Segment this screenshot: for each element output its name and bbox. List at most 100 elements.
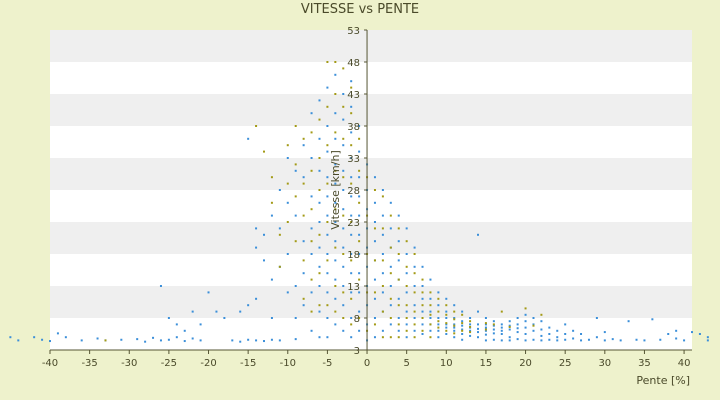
- data-point-b: [381, 227, 384, 230]
- data-point-b: [445, 313, 448, 316]
- data-point-a: [532, 323, 535, 326]
- data-point-b: [302, 137, 305, 140]
- data-point-b: [294, 163, 297, 166]
- data-point-a: [326, 272, 329, 275]
- data-point-b: [310, 208, 313, 211]
- data-point-a: [429, 297, 432, 300]
- plot-band: [50, 190, 692, 222]
- chart-title: VITESSE vs PENTE: [300, 2, 420, 17]
- data-point-a: [627, 320, 630, 323]
- data-point-a: [540, 339, 543, 342]
- data-point-a: [294, 169, 297, 172]
- x-tick-label: 10: [440, 358, 453, 369]
- data-point-b: [532, 324, 535, 327]
- data-point-a: [397, 259, 400, 262]
- data-point-a: [263, 259, 265, 262]
- data-point-a: [397, 297, 400, 300]
- data-point-a: [691, 331, 693, 334]
- data-point-b: [358, 240, 361, 243]
- data-point-a: [33, 336, 36, 339]
- data-point-b: [461, 329, 464, 332]
- data-point-a: [342, 246, 345, 249]
- data-point-b: [413, 323, 416, 326]
- data-point-a: [342, 208, 345, 211]
- data-point-a: [381, 272, 384, 275]
- data-point-b: [413, 310, 416, 313]
- data-point-a: [492, 338, 495, 341]
- data-point-b: [342, 317, 345, 319]
- data-point-a: [350, 233, 353, 236]
- data-point-b: [334, 169, 337, 172]
- data-point-a: [413, 304, 416, 307]
- data-point-b: [381, 195, 384, 198]
- data-point-b: [286, 144, 289, 147]
- x-tick-label: 5: [403, 358, 409, 369]
- data-point-a: [270, 338, 273, 341]
- data-point-a: [334, 259, 337, 262]
- data-point-b: [397, 253, 400, 255]
- data-point-a: [572, 337, 575, 340]
- data-point-a: [477, 310, 479, 313]
- data-point-a: [318, 285, 321, 287]
- data-point-a: [492, 332, 495, 335]
- data-point-a: [405, 323, 408, 326]
- data-point-a: [286, 201, 289, 204]
- data-point-a: [421, 265, 424, 268]
- data-point-a: [461, 333, 464, 335]
- data-point-a: [381, 329, 384, 332]
- data-point-b: [350, 112, 353, 115]
- plot-band: [50, 94, 692, 126]
- data-point-b: [389, 297, 392, 300]
- data-point-a: [381, 189, 384, 191]
- data-point-a: [413, 246, 416, 249]
- data-point-a: [350, 105, 353, 108]
- data-point-a: [381, 291, 384, 294]
- data-point-a: [516, 327, 519, 330]
- x-tick-label: -15: [240, 358, 256, 369]
- data-point-a: [318, 246, 321, 249]
- data-point-a: [326, 214, 329, 217]
- data-point-b: [302, 182, 305, 185]
- data-point-b: [270, 201, 273, 204]
- data-point-b: [445, 329, 448, 332]
- data-point-a: [263, 340, 265, 343]
- data-point-a: [358, 253, 361, 255]
- data-point-a: [334, 323, 337, 326]
- plot-band: [50, 254, 692, 286]
- data-point-a: [540, 328, 543, 331]
- data-point-b: [469, 325, 472, 328]
- data-point-b: [389, 246, 392, 249]
- data-point-a: [294, 214, 297, 217]
- data-point-a: [619, 339, 622, 342]
- data-point-a: [548, 333, 551, 335]
- data-point-a: [270, 214, 273, 217]
- data-point-a: [508, 328, 511, 331]
- data-point-a: [350, 291, 353, 294]
- data-point-a: [373, 201, 376, 204]
- data-point-a: [421, 297, 424, 300]
- y-axis-label: Vitesse [km/h]: [329, 150, 342, 230]
- data-point-b: [342, 291, 345, 294]
- data-point-a: [413, 329, 416, 332]
- data-point-a: [405, 272, 408, 275]
- data-point-a: [413, 285, 416, 287]
- data-point-a: [199, 323, 202, 326]
- x-tick-label: 0: [364, 358, 370, 369]
- data-point-a: [9, 336, 12, 339]
- data-point-a: [318, 310, 321, 313]
- data-point-a: [215, 310, 218, 313]
- data-point-a: [358, 214, 361, 217]
- data-point-b: [294, 125, 297, 127]
- x-tick-label: -10: [280, 358, 296, 369]
- x-tick-label: -5: [322, 358, 332, 369]
- data-point-a: [358, 176, 361, 179]
- data-point-a: [389, 265, 392, 268]
- data-point-a: [373, 240, 376, 243]
- data-point-a: [310, 157, 313, 159]
- data-point-a: [667, 333, 670, 335]
- data-point-a: [389, 227, 392, 230]
- data-point-a: [278, 339, 281, 342]
- data-point-b: [421, 304, 424, 307]
- data-point-b: [405, 285, 408, 287]
- data-point-b: [350, 144, 353, 147]
